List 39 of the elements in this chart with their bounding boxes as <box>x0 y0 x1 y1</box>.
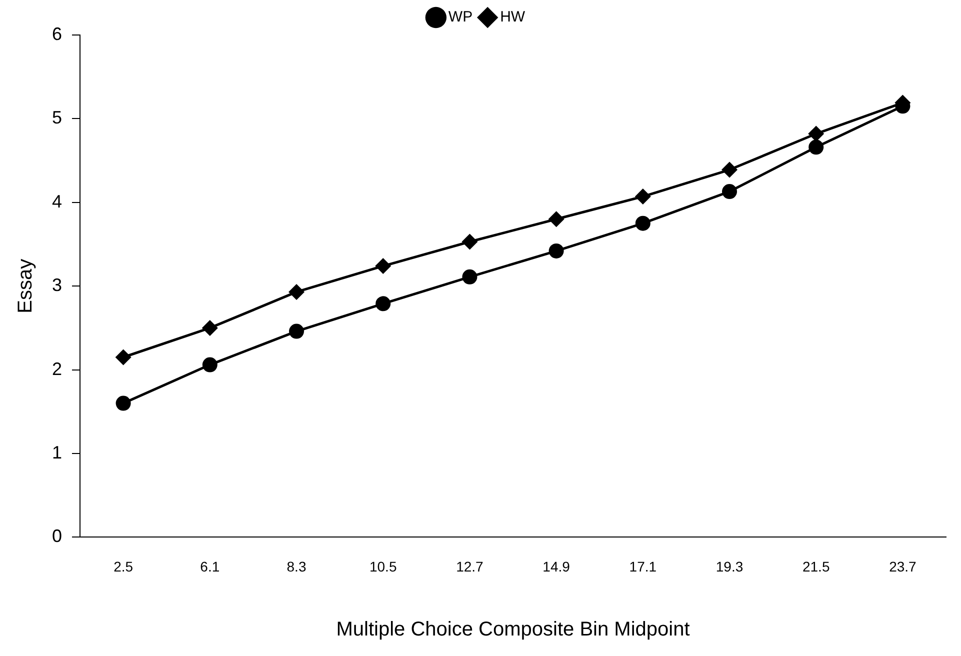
x-axis-title: Multiple Choice Composite Bin Midpoint <box>336 618 690 641</box>
y-axis-title: Essay <box>14 258 37 314</box>
point <box>635 216 650 231</box>
point <box>375 258 392 274</box>
y-tick-label: 6 <box>52 24 62 44</box>
point <box>808 140 824 155</box>
point <box>202 320 218 336</box>
y-tick-label: 1 <box>52 442 62 462</box>
x-tick-label: 2.5 <box>114 558 134 574</box>
x-tick-label: 21.5 <box>802 558 830 574</box>
legend-label: WP <box>448 8 473 26</box>
x-tick-label: 23.7 <box>889 558 917 574</box>
point <box>289 324 304 339</box>
point <box>722 184 738 200</box>
point <box>548 243 564 258</box>
point <box>202 357 218 372</box>
legend-label: HW <box>500 8 526 26</box>
point <box>288 284 305 300</box>
point <box>376 296 391 312</box>
y-tick-label: 5 <box>52 108 62 128</box>
y-tick-label: 2 <box>52 358 62 379</box>
y-tick-label: 3 <box>52 275 62 296</box>
x-tick-label: 12.7 <box>456 558 484 574</box>
point <box>548 211 564 228</box>
point <box>462 234 478 250</box>
point <box>722 162 738 178</box>
x-tick-label: 19.3 <box>716 558 744 574</box>
y-tick-label: 4 <box>52 191 62 212</box>
point <box>808 126 824 142</box>
point <box>116 396 131 411</box>
x-tick-label: 10.5 <box>369 558 397 574</box>
x-tick-label: 17.1 <box>629 558 657 574</box>
x-tick-label: 8.3 <box>286 558 306 574</box>
point <box>115 349 132 366</box>
y-tick-label: 0 <box>52 526 62 546</box>
point <box>462 269 478 284</box>
x-tick-label: 14.9 <box>542 558 570 574</box>
x-tick-label: 6.1 <box>200 558 220 574</box>
point <box>634 188 651 205</box>
